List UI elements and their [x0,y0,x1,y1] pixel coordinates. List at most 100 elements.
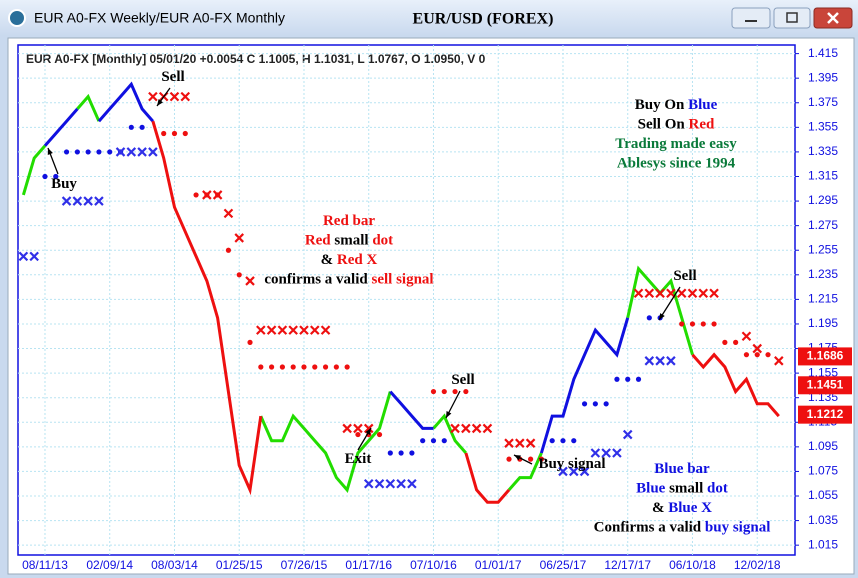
stop-x [590,448,601,458]
stop-x [363,423,374,434]
annotation-run: Confirms a valid [594,520,705,536]
x-tick-label: 01/01/17 [475,558,522,572]
y-tick-label: 1.075 [808,464,838,478]
stop-dot [409,450,415,456]
stop-dot [171,130,178,137]
annotation-run: Red [305,233,331,249]
stop-dot [700,321,706,327]
x-tick-label: 01/17/16 [345,558,392,572]
info-line: EUR A0-FX [Monthly] 05/01/20 +0.0054 C 1… [26,52,486,66]
stop-x [471,423,482,434]
annotation-text: Ablesys since 1994 [617,156,736,172]
stop-dot [398,450,404,456]
stop-x [644,356,655,366]
stop-x [309,325,320,335]
price-line [21,144,47,196]
x-tick-label: 08/11/13 [22,558,68,572]
stop-x [245,276,255,286]
stop-dot [42,173,48,180]
y-tick-label: 1.295 [808,193,838,207]
y-tick-label: 1.255 [808,242,838,256]
plot-area [17,44,796,556]
arrow-head [514,455,521,461]
stop-dot [63,149,70,155]
annotation-text: Sell [673,268,696,284]
axes: 1.415 1.395 1.375 1.355 1.335 1.315 1.295 1.275… [22,46,852,572]
stop-x [363,478,374,489]
annotation-text: & Blue X [652,500,712,516]
stop-dot [387,450,393,456]
stop-x [256,325,266,335]
arrow-head [365,428,371,435]
y-tick-label: 1.035 [808,513,838,527]
x-tick-label: 08/03/14 [151,558,198,572]
stop-dot [581,401,588,407]
stop-dot [96,149,102,155]
stop-x [212,190,223,200]
stop-x [558,466,568,477]
annotation-text: Sell On Red [638,117,715,133]
stop-x [148,91,158,102]
annotation-run: sell signal [371,272,433,288]
annotation-run: Trading made easy [615,136,737,152]
minimize-button[interactable] [731,7,771,29]
annotation-run: Red [689,117,715,133]
stop-x [288,325,298,335]
x-tick-label: 07/10/16 [410,558,457,572]
title-bar [0,0,858,36]
stop-dot [711,321,717,327]
stop-dot [722,339,728,345]
stop-x [655,356,665,366]
stop-x [234,233,245,243]
stop-dot [269,364,275,370]
stop-x [601,448,611,458]
restore-button[interactable] [773,7,811,29]
stop-x [752,343,763,354]
x-tick-label: 07/26/15 [281,558,328,572]
stop-dot [441,388,447,395]
stop-x [676,288,687,299]
price-line [43,107,79,147]
price-line [539,317,630,454]
stop-dot [301,364,307,370]
y-tick-label: 1.215 [808,292,838,306]
stop-x [482,423,493,434]
stop-x [72,196,83,206]
annotation-run: Buy On [635,97,688,113]
price-label: 1.1451 [807,377,844,391]
stop-x [94,196,104,206]
annotation-run: Sell [673,268,696,284]
stop-x [342,423,352,434]
stop-x [407,478,417,489]
stop-dot [571,438,577,444]
x-tick-label: 06/10/18 [669,558,716,572]
window-title: EUR A0-FX Weekly/EUR A0-FX Monthly [34,10,285,26]
annotation-text: Blue small dot [636,481,728,497]
stop-dot [85,149,91,155]
annotation-text: Trading made easy [615,136,737,152]
annotation-run: Sell [451,372,474,388]
price-line [691,352,780,418]
y-tick-label: 1.155 [808,365,838,379]
x-tick-label: 01/25/15 [216,558,263,572]
stop-x [396,478,406,489]
stop-dot [646,315,652,321]
app-icon [8,9,26,27]
stop-x [622,429,633,440]
stop-dot [355,431,361,438]
stop-dot [128,124,134,130]
stop-dot [635,376,642,382]
stop-x [741,331,752,342]
stop-x [774,356,784,366]
stop-dot [689,321,696,327]
annotation-run: & [321,252,337,268]
y-tick-label: 1.335 [808,144,838,158]
stop-dot [592,401,598,407]
annotation-run: Buy signal [538,456,605,472]
y-tick-label: 1.055 [808,488,838,502]
annotation-run: dot [707,481,728,497]
stop-x [353,423,363,434]
annotation-run: small [331,233,373,249]
price-label-box [798,347,852,366]
